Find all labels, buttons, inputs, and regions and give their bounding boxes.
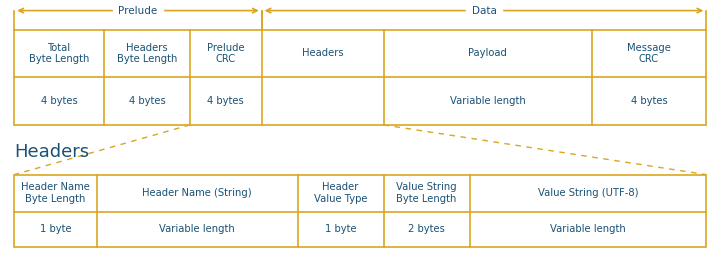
Text: Value String
Byte Length: Value String Byte Length [397,182,457,204]
Text: Variable length: Variable length [450,96,526,106]
Text: Headers: Headers [302,49,343,58]
Text: Payload: Payload [468,49,507,58]
Text: Headers
Byte Length: Headers Byte Length [117,43,177,64]
Text: Variable length: Variable length [550,224,626,234]
Bar [14,175,706,247]
Text: 4 bytes: 4 bytes [128,96,166,106]
Text: Prelude
CRC: Prelude CRC [207,43,244,64]
Text: Variable length: Variable length [159,224,235,234]
Text: Header Name
Byte Length: Header Name Byte Length [21,182,90,204]
Text: 1 byte: 1 byte [325,224,356,234]
Text: Headers: Headers [14,144,90,161]
Text: 2 bytes: 2 bytes [408,224,445,234]
Text: 1 byte: 1 byte [39,224,72,234]
Text: 4 bytes: 4 bytes [41,96,77,106]
Bar [14,30,706,125]
Text: Header
Value Type: Header Value Type [314,182,367,204]
Text: 4 bytes: 4 bytes [207,96,244,106]
Text: Total
Byte Length: Total Byte Length [29,43,90,64]
Text: Data: Data [472,6,496,15]
Text: Header Name (String): Header Name (String) [143,188,252,198]
Text: Prelude: Prelude [118,6,158,15]
Text: Value String (UTF-8): Value String (UTF-8) [538,188,638,198]
Text: 4 bytes: 4 bytes [630,96,668,106]
Text: Message
CRC: Message CRC [627,43,671,64]
